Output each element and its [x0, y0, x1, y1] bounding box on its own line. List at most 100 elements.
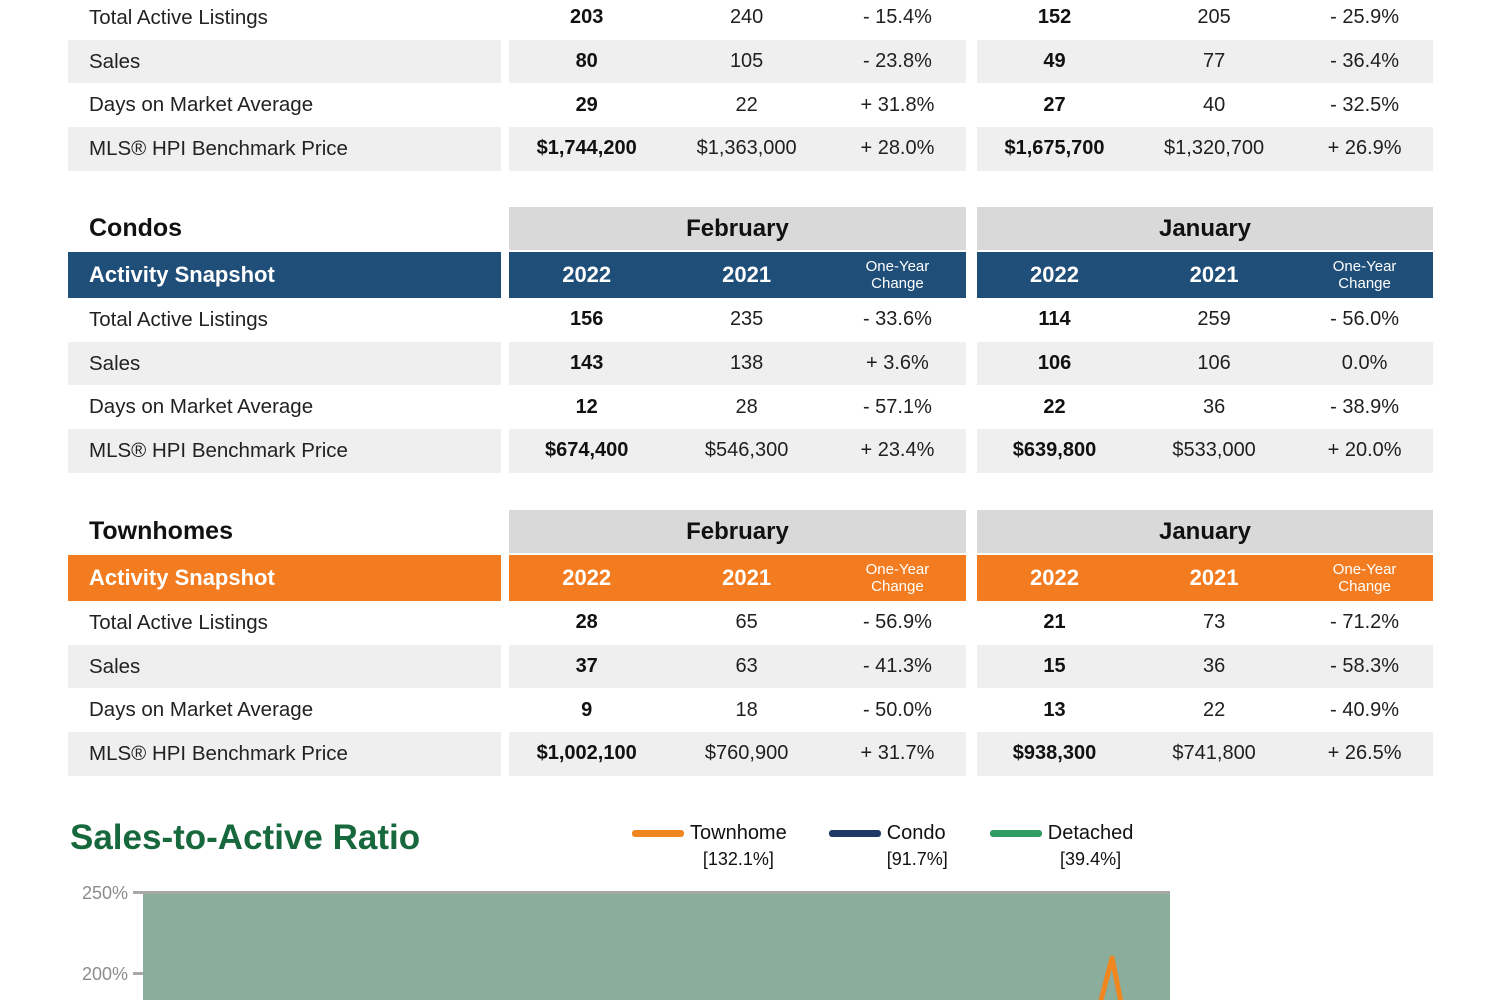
activity-snapshot-label: Activity Snapshot [68, 252, 501, 298]
row-label: Sales [68, 644, 501, 689]
year-2021-header: 2021 [1189, 262, 1239, 287]
row-label: Total Active Listings [89, 307, 268, 331]
january-block: 49 77 - 36.4% [977, 39, 1433, 84]
january-header-block: 2022 2021 One-Year Change [977, 252, 1433, 298]
january-block: 22 36 - 38.9% [977, 385, 1433, 429]
cell-2021: 28 [735, 395, 758, 418]
y-axis-tick-label: 250% [81, 883, 128, 903]
january-month-bar: January [977, 510, 1433, 553]
cell-change: + 23.4% [860, 439, 935, 462]
cell-2022: $1,002,100 [536, 742, 637, 765]
february-block: $674,400 $546,300 + 23.4% [509, 429, 966, 473]
cell-2021: 259 [1197, 308, 1231, 331]
table-row: MLS® HPI Benchmark Price $1,002,100 $760… [68, 732, 1433, 776]
cell-2021: 65 [735, 611, 758, 634]
cell-2022: 15 [1043, 655, 1066, 678]
condo-line-swatch-icon [828, 830, 881, 837]
january-block: 13 22 - 40.9% [977, 688, 1433, 732]
detached-line-swatch-icon [989, 830, 1042, 837]
legend-item-condo: Condo [91.7%] [828, 822, 948, 870]
cell-2021: 40 [1202, 93, 1226, 116]
cell-2021: 205 [1197, 6, 1231, 29]
january-header-block: 2022 2021 One-Year Change [977, 555, 1433, 601]
cell-2022: 21 [1043, 611, 1066, 634]
section-title: Condos [89, 214, 183, 242]
february-month-bar: February [509, 510, 966, 553]
cell-change: - 41.3% [862, 655, 932, 678]
cell-2022: 22 [1043, 395, 1066, 418]
cell-2021: $760,900 [704, 742, 789, 765]
legend-item-detached: Detached [39.4%] [989, 822, 1133, 870]
february-block: 12 28 - 57.1% [509, 385, 966, 429]
cell-2021: 63 [735, 655, 758, 678]
chart-title: Sales-to-Active Ratio [70, 818, 421, 857]
cell-change: - 32.5% [1330, 93, 1400, 116]
legend-value: [91.7%] [886, 849, 948, 869]
january-block: $938,300 $741,800 + 26.5% [977, 732, 1433, 776]
legend-value: [39.4%] [1060, 849, 1122, 869]
row-label: MLS® HPI Benchmark Price [68, 732, 501, 776]
chart-legend: Townhome [132.1%] Condo [91.7%] Detached… [632, 822, 1133, 870]
cell-2021: 106 [1197, 352, 1231, 375]
year-2022-header: 2022 [562, 565, 612, 590]
cell-2022: 13 [1043, 698, 1066, 721]
year-2022-header: 2022 [562, 262, 612, 287]
february-block: 37 63 - 41.3% [509, 644, 966, 689]
cell-2022: $1,675,700 [1004, 137, 1105, 160]
cell-2022: 29 [575, 93, 598, 116]
february-block: 143 138 + 3.6% [509, 341, 966, 386]
one-year-change-header: One-Year Change [1332, 560, 1397, 595]
january-block: $639,800 $533,000 + 20.0% [977, 429, 1433, 473]
townhomes-section: Townhomes February January Activity Snap… [68, 510, 1433, 776]
row-label: Total Active Listings [89, 5, 268, 29]
row-label: Sales [68, 39, 501, 84]
townhome-series-peak [1098, 955, 1124, 1000]
table-row: MLS® HPI Benchmark Price $1,744,200 $1,3… [68, 127, 1433, 171]
table-row: Days on Market Average 12 28 - 57.1% 22 … [68, 385, 1433, 429]
legend-value: [132.1%] [702, 849, 774, 869]
y-axis-tick-label: 200% [81, 964, 128, 984]
row-label: MLS® HPI Benchmark Price [68, 429, 501, 473]
cell-change: - 23.8% [862, 50, 932, 73]
condos-section: Condos February January Activity Snapsho… [68, 207, 1433, 473]
y-axis-tick-mark [133, 972, 143, 975]
january-block: 21 73 - 71.2% [977, 601, 1433, 645]
cell-2022: 9 [581, 698, 593, 721]
table-row: Total Active Listings 203 240 - 15.4% 15… [68, 0, 1433, 40]
cell-change: + 28.0% [860, 137, 935, 160]
cell-change: - 58.3% [1330, 655, 1400, 678]
february-block: 80 105 - 23.8% [509, 39, 966, 84]
legend-label: Townhome [690, 822, 787, 844]
townhomes-header-row: Activity Snapshot 2022 2021 One-Year Cha… [68, 555, 1433, 601]
cell-2021: 36 [1202, 395, 1226, 418]
cell-change: + 31.7% [860, 742, 935, 765]
condos-header-row: Activity Snapshot 2022 2021 One-Year Cha… [68, 252, 1433, 298]
cell-change: - 15.4% [862, 6, 932, 29]
condos-section-head: Condos February January [68, 207, 1433, 250]
year-2022-header: 2022 [1030, 565, 1079, 590]
february-block: 9 18 - 50.0% [509, 688, 966, 732]
table-row: MLS® HPI Benchmark Price $674,400 $546,3… [68, 429, 1433, 473]
february-block: 28 65 - 56.9% [509, 601, 966, 645]
year-2022-header: 2022 [1030, 262, 1079, 287]
activity-snapshot-label: Activity Snapshot [68, 555, 501, 601]
january-block: 152 205 - 25.9% [977, 0, 1433, 40]
cell-2021: 22 [735, 93, 758, 116]
chart-plot-area [143, 891, 1170, 1000]
table-row: Days on Market Average 9 18 - 50.0% 13 2… [68, 688, 1433, 732]
february-block: 29 22 + 31.8% [509, 83, 966, 127]
cell-2022: $1,744,200 [536, 137, 637, 160]
cell-change: + 20.0% [1327, 439, 1402, 462]
february-block: $1,002,100 $760,900 + 31.7% [509, 732, 966, 776]
february-header-block: 2022 2021 One-Year Change [509, 252, 966, 298]
cell-2022: 49 [1043, 50, 1066, 73]
cell-2022: 37 [575, 655, 598, 678]
row-label: MLS® HPI Benchmark Price [68, 127, 501, 171]
cell-change: - 25.9% [1330, 6, 1400, 29]
cell-change: - 50.0% [862, 698, 932, 721]
cell-change: - 36.4% [1330, 50, 1400, 73]
cell-2021: $1,363,000 [696, 137, 797, 160]
february-month-bar: February [509, 207, 966, 250]
table-row: Days on Market Average 29 22 + 31.8% 27 … [68, 83, 1433, 127]
cell-change: + 31.8% [860, 93, 935, 116]
